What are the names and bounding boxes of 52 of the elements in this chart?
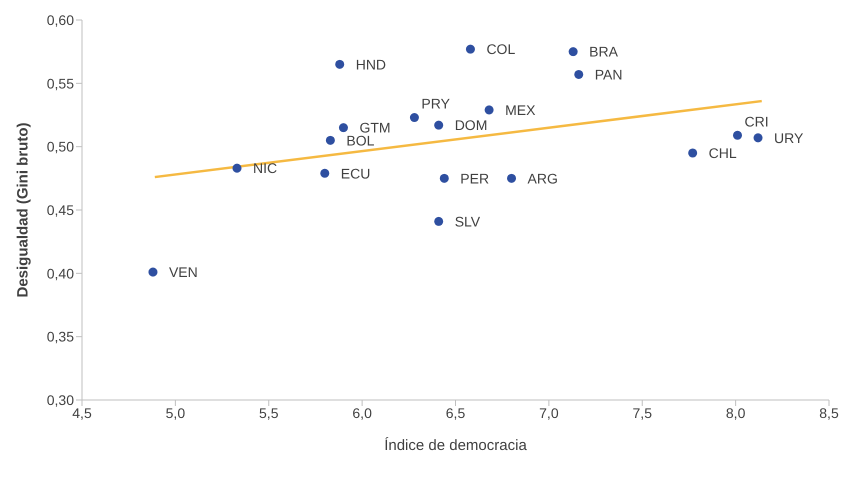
- annotation: PRY: [421, 96, 451, 112]
- point: [732, 130, 742, 140]
- annotation: COL: [486, 41, 516, 58]
- point: [148, 268, 158, 277]
- point: [232, 164, 242, 173]
- point: [688, 148, 698, 158]
- x-tick-label: 6,5: [446, 404, 466, 421]
- x-tick-label: 5,0: [166, 404, 186, 421]
- x-tick-label: 8,5: [819, 404, 839, 421]
- annotation: VEN: [168, 264, 198, 280]
- point: [484, 105, 494, 114]
- annotation: PAN: [594, 66, 623, 82]
- point: [466, 44, 475, 54]
- x-tick-label: 7,0: [539, 404, 559, 421]
- annotation: NIC: [253, 160, 278, 176]
- point: [507, 174, 516, 183]
- point: [335, 60, 344, 69]
- annotation: MEX: [505, 102, 536, 118]
- annotation: ARG: [528, 170, 558, 186]
- x-axis-title: Índice de democracia: [384, 436, 528, 454]
- annotation: BRA: [589, 44, 619, 60]
- point: [568, 47, 578, 56]
- y-tick-label: 0,35: [46, 328, 74, 345]
- annotation: HND: [356, 56, 386, 72]
- y-axis-title: Desigualdad (Gini bruto): [14, 122, 32, 298]
- annotation: DOM: [454, 117, 488, 134]
- point: [338, 123, 348, 132]
- point: [754, 133, 763, 142]
- x-tick-label: 6,0: [352, 404, 372, 421]
- y-tick-label: 0,60: [46, 12, 74, 28]
- annotation: ECU: [340, 165, 370, 182]
- y-tick-label: 0,40: [46, 265, 74, 282]
- y-tick-label: 0,45: [46, 202, 74, 218]
- annotation: SLV: [454, 213, 481, 230]
- annotation: CHL: [708, 145, 737, 161]
- point: [320, 168, 330, 178]
- x-tick-label: 8,0: [726, 404, 746, 421]
- point: [574, 70, 584, 79]
- x-tick-label: 7,5: [632, 404, 652, 421]
- x-tick-label: 4,5: [72, 404, 92, 421]
- y-tick-label: 0,50: [46, 138, 74, 155]
- y-tick-label: 0,30: [46, 392, 74, 408]
- annotation: PER: [460, 170, 490, 186]
- point: [434, 120, 444, 130]
- point: [434, 216, 444, 226]
- y-tick-label: 0,55: [46, 75, 74, 92]
- point: [326, 136, 335, 145]
- point: [410, 113, 419, 122]
- point: [440, 174, 449, 183]
- annotation: URY: [774, 130, 804, 146]
- annotation: CRI: [744, 113, 769, 130]
- x-tick-label: 5,5: [259, 404, 279, 421]
